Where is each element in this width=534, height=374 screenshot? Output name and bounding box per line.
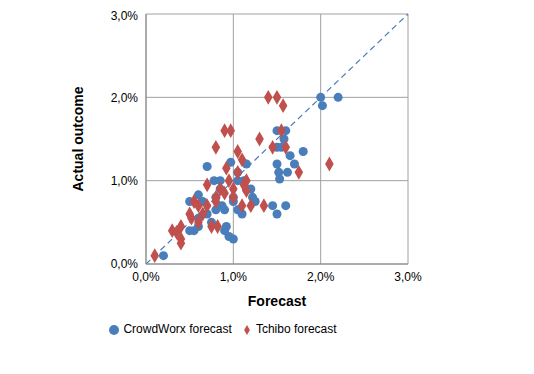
svg-text:2,0%: 2,0% xyxy=(307,270,335,284)
svg-text:0,0%: 0,0% xyxy=(132,270,160,284)
html-text:CrowdWorx forecast: CrowdWorx forecast xyxy=(123,322,232,336)
svg-text:3,0%: 3,0% xyxy=(394,270,422,284)
svg-text:Actual outcome: Actual outcome xyxy=(70,86,86,191)
svg-text:0,0%: 0,0% xyxy=(111,257,139,271)
svg-text:1,0%: 1,0% xyxy=(220,270,248,284)
svg-text:1,0%: 1,0% xyxy=(111,174,139,188)
svg-text:3,0%: 3,0% xyxy=(111,9,139,23)
html-text:Tchibo forecast: Tchibo forecast xyxy=(255,322,337,336)
svg-text:Forecast: Forecast xyxy=(248,293,307,309)
svg-text:2,0%: 2,0% xyxy=(111,91,139,105)
